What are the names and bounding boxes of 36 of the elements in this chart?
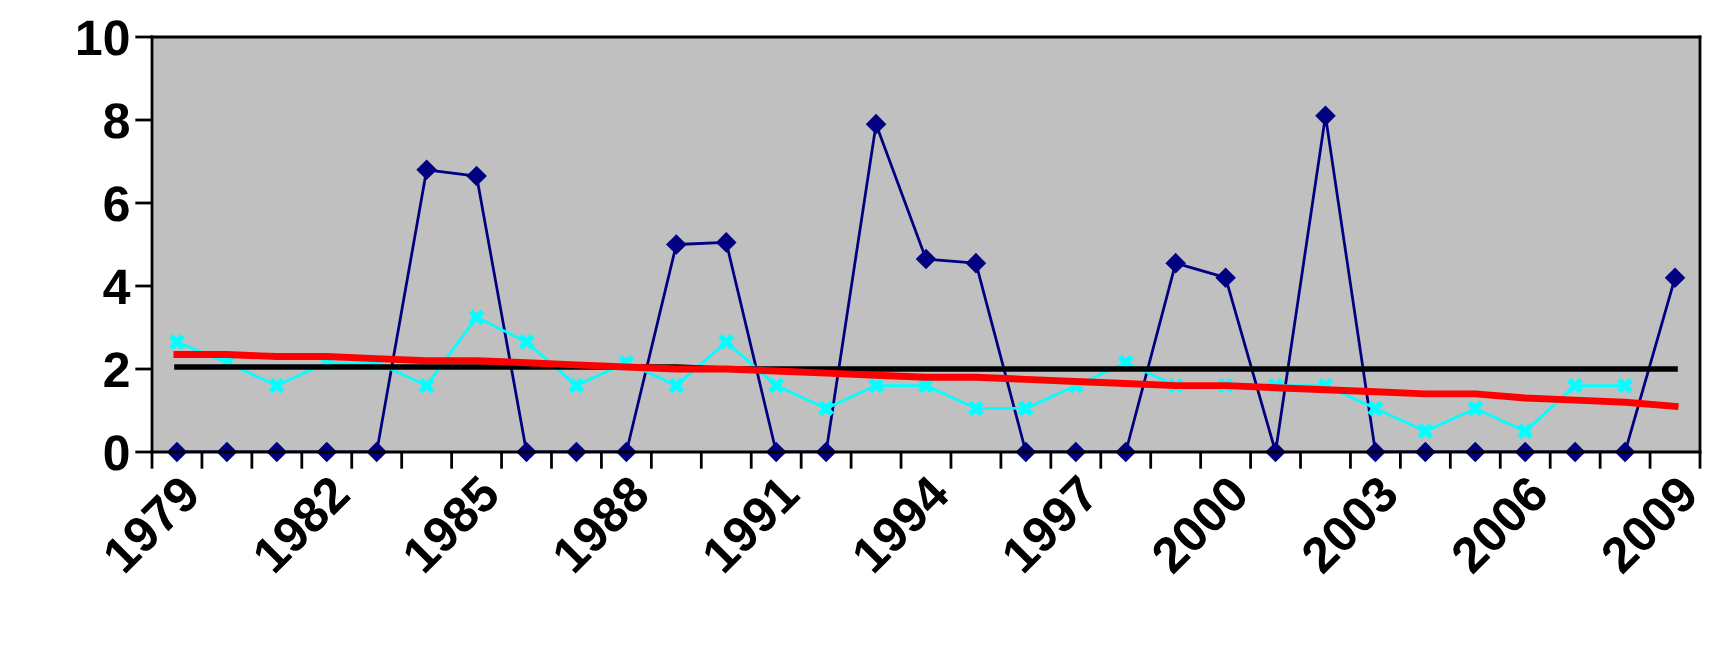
point	[868, 377, 884, 394]
point	[268, 377, 285, 394]
point	[1517, 423, 1534, 440]
y-tick-label: 0	[104, 435, 129, 471]
point	[568, 377, 585, 394]
point	[668, 377, 685, 394]
point	[965, 252, 987, 274]
point	[666, 234, 687, 255]
point	[416, 159, 437, 181]
point	[1417, 423, 1434, 440]
point	[518, 334, 535, 350]
y-tick-label: 4	[103, 269, 131, 305]
point	[1367, 400, 1384, 417]
y-tick-label: 6	[104, 186, 129, 222]
point	[1215, 267, 1236, 288]
point	[715, 232, 737, 253]
point	[468, 309, 485, 326]
point	[169, 334, 185, 350]
y-tick-label: 2	[104, 352, 129, 388]
point	[1617, 377, 1634, 394]
point	[1567, 377, 1584, 394]
point	[418, 377, 435, 394]
point	[1017, 400, 1034, 417]
point	[818, 400, 835, 417]
point	[865, 113, 887, 135]
point	[968, 400, 984, 417]
point	[1315, 105, 1336, 127]
point	[915, 248, 937, 270]
point	[1664, 267, 1686, 288]
point	[466, 165, 487, 187]
point	[1467, 400, 1484, 417]
point	[718, 334, 735, 350]
y-tick-label: 10	[78, 20, 129, 56]
point	[768, 377, 785, 394]
point	[1165, 252, 1186, 274]
y-tick-label: 8	[104, 103, 129, 139]
